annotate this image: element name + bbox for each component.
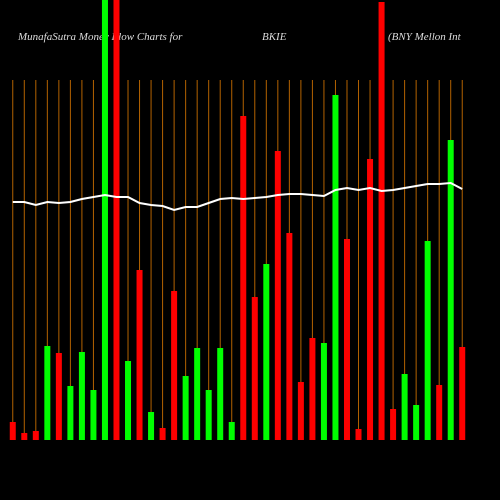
- bar: [101, 0, 108, 440]
- money-flow-line: [12, 181, 463, 212]
- bar: [90, 390, 97, 440]
- bar: [320, 343, 327, 440]
- bar: [113, 0, 120, 440]
- bar: [447, 140, 454, 440]
- bar: [205, 390, 212, 440]
- bar: [355, 429, 362, 440]
- bar: [159, 428, 166, 440]
- bar: [413, 405, 420, 440]
- chart-subtitle: (BNY Mellon Int: [388, 31, 462, 43]
- bar: [194, 348, 201, 440]
- bar: [228, 422, 235, 440]
- bar: [401, 374, 408, 440]
- bar: [44, 346, 51, 440]
- bar: [297, 382, 304, 440]
- bar: [378, 2, 385, 440]
- bar: [240, 116, 247, 440]
- bar: [32, 431, 39, 440]
- bar: [182, 376, 189, 440]
- bar: [436, 385, 443, 440]
- bar: [367, 159, 374, 440]
- bar: [251, 297, 258, 440]
- bar: [343, 239, 350, 440]
- bar: [136, 270, 143, 440]
- bar: [171, 291, 178, 440]
- bar: [274, 151, 281, 440]
- bar: [332, 95, 339, 440]
- bar: [459, 347, 466, 440]
- bar: [217, 348, 224, 440]
- bar: [9, 422, 16, 440]
- bar: [67, 386, 74, 440]
- bar: [55, 353, 62, 440]
- bar: [309, 338, 316, 440]
- symbol: BKIE: [262, 31, 287, 43]
- bar: [286, 233, 293, 440]
- bar: [390, 409, 397, 440]
- bar: [125, 361, 132, 440]
- bar: [148, 412, 155, 440]
- chart-title: MunafaSutra Money Flow Charts for: [17, 31, 183, 43]
- bar: [263, 264, 270, 440]
- bar: [21, 433, 28, 440]
- bar: [78, 352, 85, 440]
- bar: [424, 241, 431, 440]
